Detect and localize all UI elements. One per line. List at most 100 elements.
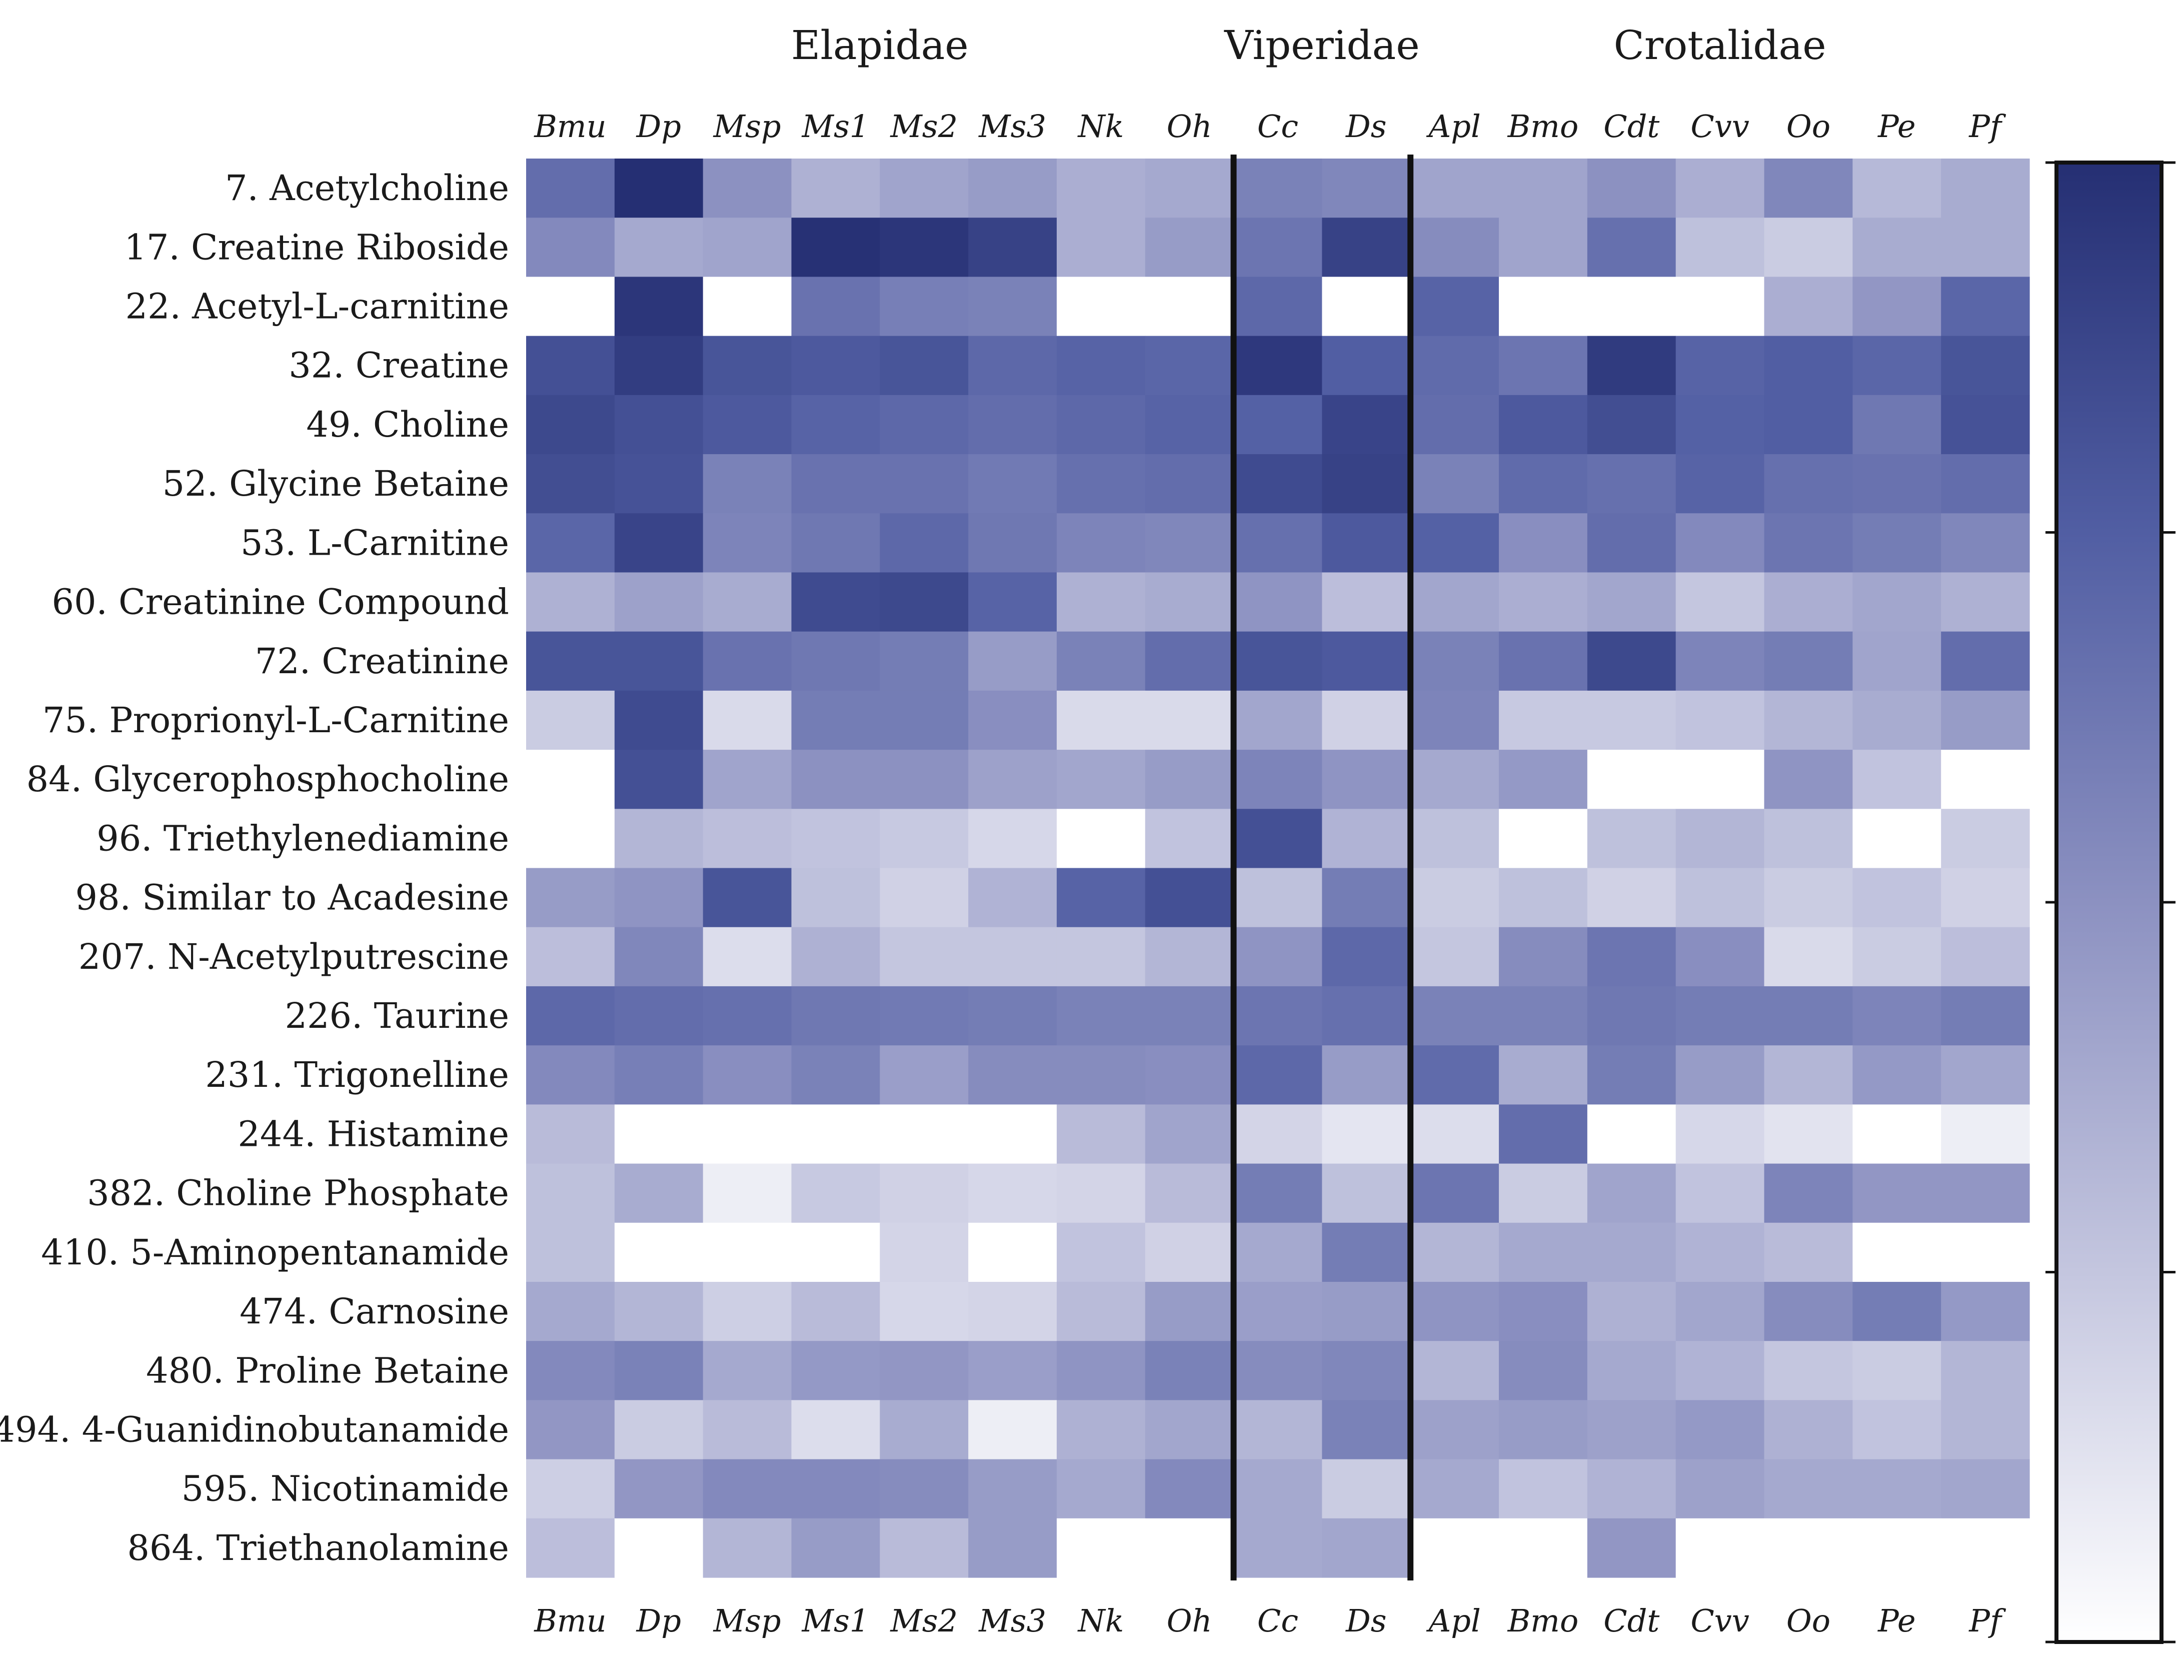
- column-label-bottom: Oo: [1786, 1602, 1830, 1639]
- heatmap-cell: [1056, 1400, 1146, 1460]
- column-label-bottom: Bmu: [534, 1602, 606, 1639]
- heatmap-cell: [1941, 809, 2030, 869]
- heatmap-cell: [703, 159, 792, 218]
- heatmap-cell: [791, 1222, 880, 1282]
- heatmap-cell: [1056, 986, 1146, 1046]
- heatmap-cell: [1322, 927, 1411, 987]
- heatmap-cell: [1764, 809, 1853, 869]
- heatmap-cell: [614, 1222, 704, 1282]
- heatmap-cell: [614, 1459, 704, 1519]
- heatmap-cell: [526, 750, 615, 809]
- heatmap-cell: [1764, 454, 1853, 514]
- heatmap-cell: [1852, 690, 1941, 750]
- heatmap-cell: [1233, 1045, 1323, 1105]
- heatmap-cell: [1056, 454, 1146, 514]
- heatmap-cell: [1499, 1459, 1588, 1519]
- heatmap-cell: [703, 336, 792, 396]
- heatmap-cell: [703, 1400, 792, 1460]
- heatmap-cell: [1322, 1045, 1411, 1105]
- heatmap-cell: [880, 690, 969, 750]
- heatmap-cell: [1675, 454, 1765, 514]
- heatmap-cell: [1764, 927, 1853, 987]
- heatmap-cell: [1322, 1341, 1411, 1400]
- heatmap-cell: [1941, 868, 2030, 928]
- heatmap-cell: [1322, 750, 1411, 809]
- heatmap-cell: [1499, 1045, 1588, 1105]
- column-label-bottom: Bmo: [1507, 1602, 1579, 1639]
- heatmap-cell: [880, 1045, 969, 1105]
- heatmap-cell: [1145, 1459, 1234, 1519]
- heatmap-cell: [1852, 1400, 1941, 1460]
- row-label: 96. Triethylenediamine: [97, 818, 509, 859]
- heatmap-cell: [1145, 395, 1234, 455]
- heatmap-cell: [1056, 868, 1146, 928]
- heatmap-cell: [526, 986, 615, 1046]
- heatmap-cell: [1322, 1459, 1411, 1519]
- row-label: 244. Histamine: [238, 1113, 509, 1154]
- heatmap-cell: [1499, 631, 1588, 691]
- heatmap-cell: [1233, 631, 1323, 691]
- heatmap-cell: [1056, 1104, 1146, 1164]
- heatmap-cell: [880, 1341, 969, 1400]
- heatmap-cell: [703, 218, 792, 278]
- row-label: 410. 5-Aminopentanamide: [41, 1232, 509, 1273]
- row-labels: 7. Acetylcholine 17. Creatine Riboside 22.…: [0, 168, 509, 1568]
- heatmap-cell: [1410, 1163, 1499, 1223]
- heatmap-cell: [1145, 1341, 1234, 1400]
- heatmap-cell: [614, 454, 704, 514]
- heatmap-cell: [791, 395, 880, 455]
- heatmap-cell: [1587, 868, 1676, 928]
- column-label-bottom: Ms2: [890, 1602, 958, 1639]
- heatmap-cell: [614, 690, 704, 750]
- heatmap-cell: [1941, 690, 2030, 750]
- heatmap-cell: [1764, 1400, 1853, 1460]
- heatmap-cell: [1675, 572, 1765, 632]
- heatmap-cell: [526, 1163, 615, 1223]
- heatmap-cell: [791, 513, 880, 573]
- heatmap-cell: [1145, 1163, 1234, 1223]
- heatmap-cell: [968, 1400, 1057, 1460]
- heatmap-cell: [1941, 1518, 2030, 1578]
- heatmap-cell: [1499, 1518, 1588, 1578]
- heatmap-cell: [1145, 927, 1234, 987]
- heatmap-cell: [1145, 809, 1234, 869]
- heatmap-cell: [1764, 1341, 1853, 1400]
- heatmap-cell: [1145, 631, 1234, 691]
- heatmap-cell: [968, 690, 1057, 750]
- heatmap-cell: [880, 809, 969, 869]
- heatmap-cell: [614, 159, 704, 218]
- heatmap-cell: [1499, 1163, 1588, 1223]
- heatmap-cell: [791, 868, 880, 928]
- heatmap-cell: [1056, 277, 1146, 337]
- heatmap-cell: [703, 277, 792, 337]
- heatmap-cell: [1233, 1518, 1323, 1578]
- heatmap-cell: [880, 868, 969, 928]
- heatmap-cell: [968, 1341, 1057, 1400]
- heatmap-cell: [1233, 454, 1323, 514]
- column-label-bottom: Pf: [1968, 1602, 2006, 1639]
- heatmap-cell: [791, 927, 880, 987]
- heatmap-cell: [1056, 750, 1146, 809]
- heatmap-cell: [526, 1104, 615, 1164]
- heatmap-cell: [614, 336, 704, 396]
- heatmap-cell: [526, 1400, 615, 1460]
- heatmap-cell: [1410, 1400, 1499, 1460]
- heatmap-cell: [1410, 1222, 1499, 1282]
- heatmap-cell: [703, 454, 792, 514]
- heatmap-cell: [791, 986, 880, 1046]
- heatmap-cell: [880, 513, 969, 573]
- heatmap-cell: [1675, 868, 1765, 928]
- heatmap-cell: [1941, 277, 2030, 337]
- heatmap-cell: [1764, 986, 1853, 1046]
- heatmap-cell: [1056, 631, 1146, 691]
- heatmap-cell: [1410, 809, 1499, 869]
- column-label-bottom: Nk: [1077, 1602, 1124, 1639]
- heatmap-cell: [1675, 1104, 1765, 1164]
- row-label: 53. L-Carnitine: [241, 522, 509, 563]
- heatmap-cell: [526, 159, 615, 218]
- heatmap-cell: [1410, 395, 1499, 455]
- heatmap-cell: [1587, 1163, 1676, 1223]
- heatmap-cell: [1056, 336, 1146, 396]
- heatmap-cell: [1675, 336, 1765, 396]
- heatmap-cell: [1941, 1459, 2030, 1519]
